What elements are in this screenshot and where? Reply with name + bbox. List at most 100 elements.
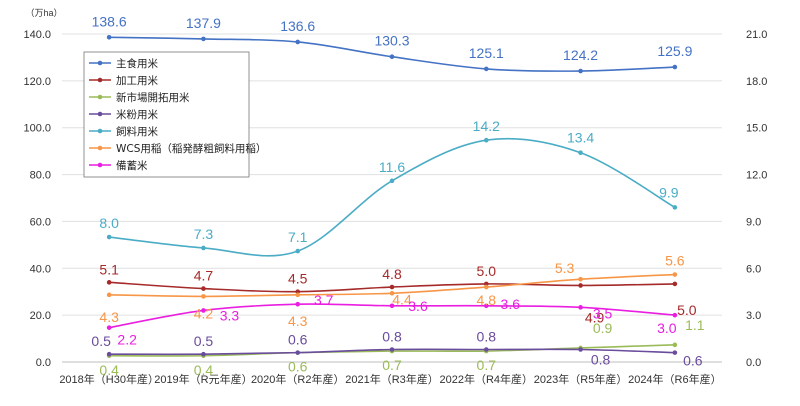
left-axis-tick-label: 80.0 — [30, 170, 51, 182]
data-point — [578, 150, 583, 156]
data-point — [672, 312, 678, 318]
data-label: 5.1 — [99, 261, 119, 277]
data-point — [201, 245, 206, 251]
data-label: 125.1 — [469, 45, 504, 61]
data-label: 3.0 — [657, 320, 677, 336]
data-label: 4.9 — [585, 309, 605, 325]
data-label: 5.0 — [677, 302, 697, 318]
data-label: 11.6 — [379, 159, 405, 175]
data-point — [672, 350, 678, 355]
data-label: 124.2 — [563, 47, 598, 63]
data-label: 0.4 — [99, 362, 119, 378]
data-point — [389, 290, 395, 296]
data-label: 0.5 — [91, 333, 111, 349]
legend-marker — [97, 77, 103, 83]
data-label: 9.9 — [659, 184, 679, 200]
data-label: 4.2 — [194, 305, 214, 321]
data-point — [672, 342, 678, 348]
right-axis-tick-label: 15.0 — [746, 123, 767, 135]
data-label: 3.6 — [501, 296, 521, 312]
data-point — [106, 234, 112, 240]
data-point — [106, 351, 112, 357]
data-point — [106, 292, 112, 298]
left-axis-tick-label: 60.0 — [30, 216, 51, 228]
legend-label: 飼料用米 — [116, 125, 158, 138]
data-label: 130.3 — [374, 33, 409, 49]
data-label: 5.3 — [555, 260, 575, 276]
legend-label: 主食用米 — [116, 57, 158, 70]
legend-marker — [97, 162, 103, 168]
x-axis-tick-label: 2019年（R元年産） — [154, 372, 252, 386]
data-label: 0.6 — [288, 359, 308, 375]
legend-label: 新市場開拓用米 — [116, 91, 190, 104]
right-axis-tick-label: 21.0 — [746, 29, 767, 41]
data-point — [578, 283, 583, 288]
data-label: 2.2 — [117, 332, 137, 348]
data-point — [483, 303, 489, 309]
series-lines — [106, 34, 678, 359]
data-point — [672, 272, 678, 277]
x-axis-tick-label: 2020年（R2年産） — [251, 372, 345, 386]
data-point — [295, 39, 301, 45]
data-point — [295, 248, 301, 254]
data-label: 1.1 — [685, 317, 705, 333]
legend-label: 米粉用米 — [116, 108, 158, 121]
data-label: 0.4 — [194, 362, 214, 378]
data-point — [201, 351, 206, 357]
data-label: 0.7 — [382, 357, 402, 373]
data-label: 136.6 — [280, 18, 315, 34]
data-labels: 138.6 137.9 136.6 130.3 125.1 124.2 125.9 5.1 4.… — [91, 13, 704, 377]
data-label: 8.0 — [99, 215, 119, 231]
data-point — [201, 294, 206, 299]
left-axis-tick-label: 0.0 — [36, 357, 51, 369]
data-label: 0.7 — [477, 357, 497, 373]
data-label: 0.8 — [591, 352, 611, 368]
legend-marker — [97, 128, 103, 134]
data-label: 7.3 — [194, 226, 214, 242]
data-label: 0.9 — [593, 320, 613, 336]
data-point — [483, 66, 489, 72]
data-point — [106, 280, 112, 285]
data-point — [295, 301, 301, 307]
data-point — [578, 68, 583, 74]
data-label: 4.7 — [194, 268, 214, 284]
left-axis-tick-label: 40.0 — [30, 263, 51, 275]
data-point — [295, 292, 301, 298]
data-label: 3.7 — [314, 292, 334, 308]
x-axis-tick-label: 2021年（R3年産） — [345, 372, 439, 386]
x-axis-tick-label: 2023年（R5年産） — [534, 372, 628, 386]
data-point — [295, 350, 301, 355]
data-label: 138.6 — [92, 13, 127, 29]
data-label: 7.1 — [288, 229, 308, 245]
data-label: 0.5 — [194, 333, 214, 349]
data-point — [578, 347, 583, 352]
x-axis-tick-label: 2018年（H30年産） — [59, 372, 159, 386]
data-point — [201, 36, 206, 42]
data-point — [672, 205, 678, 210]
legend-marker — [97, 60, 103, 66]
data-point — [389, 178, 395, 184]
data-point — [483, 137, 489, 143]
right-axis-tick-label: 0.0 — [746, 357, 761, 369]
data-point — [201, 308, 206, 313]
data-label: 3.6 — [408, 298, 428, 314]
right-axis-tick-label: 18.0 — [746, 76, 767, 88]
legend-label: 備蓄米 — [116, 159, 148, 172]
data-label: 0.8 — [382, 329, 402, 345]
data-point — [578, 276, 583, 282]
data-label: 137.9 — [186, 15, 221, 31]
left-axis-tick-label: 140.0 — [23, 29, 51, 41]
data-label: 4.3 — [99, 309, 119, 325]
data-label: 4.4 — [392, 291, 412, 307]
data-label: 0.6 — [288, 332, 308, 348]
legend-marker — [97, 145, 103, 151]
data-label: 4.8 — [477, 292, 497, 308]
legend-label: WCS用稲（稲発酵粗飼料用稲） — [116, 142, 266, 155]
data-label: 3.3 — [220, 307, 240, 323]
axes: 0.0 0.0 20.0 3.0 40.0 6.0 60.0 9.0 80.0 12.0 100.0… — [23, 29, 767, 386]
data-label: 5.6 — [665, 253, 685, 269]
x-axis-tick-label: 2024年（R6年産） — [628, 372, 722, 386]
